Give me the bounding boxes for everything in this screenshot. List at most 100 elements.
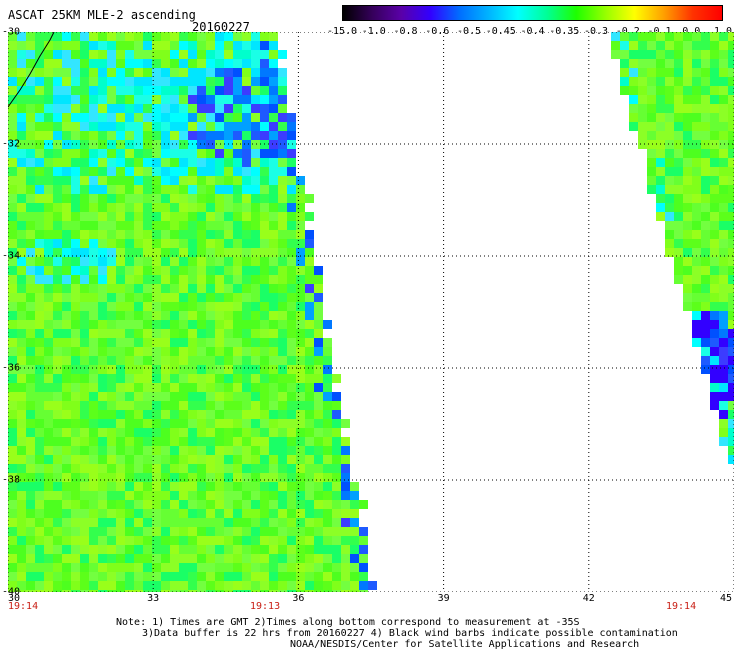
data-cell <box>26 41 35 50</box>
data-cell <box>143 284 152 293</box>
data-cell <box>179 194 188 203</box>
data-cell <box>170 392 179 401</box>
data-cell <box>62 329 71 338</box>
data-cell <box>35 356 44 365</box>
data-cell <box>260 284 269 293</box>
data-cell <box>98 131 107 140</box>
data-cell <box>674 122 683 131</box>
data-cell <box>134 275 143 284</box>
data-cell <box>98 464 107 473</box>
data-cell <box>152 500 161 509</box>
data-cell <box>161 149 170 158</box>
data-cell <box>8 77 17 86</box>
data-cell <box>683 275 692 284</box>
data-cell <box>116 203 125 212</box>
data-cell <box>179 104 188 113</box>
data-cell <box>251 500 260 509</box>
data-cell <box>161 68 170 77</box>
data-cell <box>116 32 125 41</box>
data-cell <box>89 374 98 383</box>
data-cell <box>350 491 359 500</box>
data-cell <box>683 212 692 221</box>
data-cell <box>233 545 242 554</box>
data-cell <box>71 383 80 392</box>
data-cell <box>710 221 719 230</box>
data-cell <box>170 572 179 581</box>
data-cell <box>251 95 260 104</box>
data-cell <box>44 131 53 140</box>
data-cell <box>269 482 278 491</box>
data-cell <box>35 383 44 392</box>
data-cell <box>179 257 188 266</box>
data-cell <box>287 203 296 212</box>
data-cell <box>260 320 269 329</box>
data-cell <box>152 95 161 104</box>
data-cell <box>260 329 269 338</box>
data-cell <box>134 158 143 167</box>
data-cell <box>89 347 98 356</box>
data-cell <box>224 581 233 590</box>
data-cell <box>260 68 269 77</box>
data-cell <box>332 428 341 437</box>
data-cell <box>8 473 17 482</box>
data-cell <box>251 356 260 365</box>
data-cell <box>44 221 53 230</box>
data-cell <box>296 275 305 284</box>
data-cell <box>188 428 197 437</box>
data-cell <box>260 392 269 401</box>
data-cell <box>134 50 143 59</box>
data-cell <box>53 383 62 392</box>
data-cell <box>44 95 53 104</box>
data-cell <box>278 320 287 329</box>
data-cell <box>35 50 44 59</box>
data-cell <box>242 491 251 500</box>
data-cell <box>62 527 71 536</box>
data-cell <box>188 554 197 563</box>
data-cell <box>701 275 710 284</box>
data-cell <box>107 140 116 149</box>
data-cell <box>17 122 26 131</box>
data-cell <box>674 185 683 194</box>
data-cell <box>125 221 134 230</box>
data-cell <box>35 374 44 383</box>
data-cell <box>188 77 197 86</box>
data-cell <box>53 374 62 383</box>
data-cell <box>233 221 242 230</box>
data-cell <box>152 410 161 419</box>
data-cell <box>8 383 17 392</box>
data-cell <box>224 257 233 266</box>
data-cell <box>80 131 89 140</box>
data-cell <box>188 338 197 347</box>
data-cell <box>692 257 701 266</box>
data-cell <box>296 329 305 338</box>
data-cell <box>134 176 143 185</box>
data-cell <box>692 176 701 185</box>
data-cell <box>161 437 170 446</box>
data-cell <box>719 347 728 356</box>
data-cell <box>692 302 701 311</box>
data-cell <box>197 383 206 392</box>
data-cell <box>197 185 206 194</box>
data-cell <box>215 185 224 194</box>
data-cell <box>152 113 161 122</box>
data-cell <box>242 77 251 86</box>
data-cell <box>80 410 89 419</box>
data-cell <box>53 419 62 428</box>
data-cell <box>8 95 17 104</box>
data-cell <box>116 122 125 131</box>
data-cell <box>710 212 719 221</box>
data-cell <box>197 311 206 320</box>
data-cell <box>134 266 143 275</box>
data-cell <box>35 239 44 248</box>
data-cell <box>674 167 683 176</box>
data-cell <box>62 356 71 365</box>
data-cell <box>179 428 188 437</box>
data-cell <box>206 302 215 311</box>
data-cell <box>206 104 215 113</box>
data-cell <box>197 176 206 185</box>
data-cell <box>710 131 719 140</box>
data-cell <box>35 257 44 266</box>
data-cell <box>251 572 260 581</box>
data-cell <box>674 158 683 167</box>
data-cell <box>125 50 134 59</box>
